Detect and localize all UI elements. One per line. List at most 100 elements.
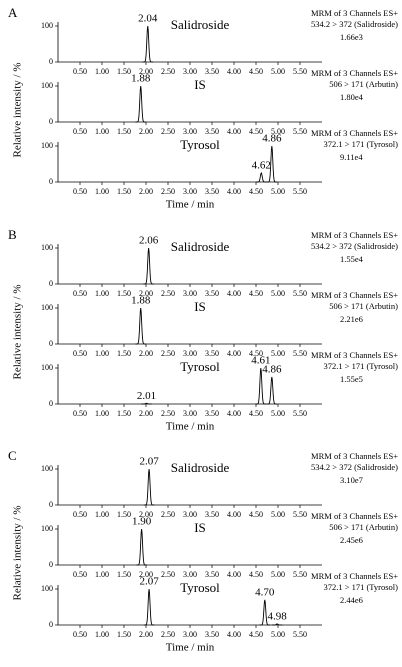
x-tick-label: 0.50	[73, 289, 87, 298]
x-tick-label: 2.50	[161, 67, 175, 76]
y-tick-label: 100	[41, 464, 53, 473]
x-tick-label: 4.50	[249, 570, 263, 579]
peak	[143, 588, 155, 626]
peak	[256, 171, 267, 183]
x-tick-label: 1.50	[117, 127, 131, 136]
x-tick-label: 1.00	[95, 630, 109, 639]
channel-info: MRM of 3 Channels ES+	[311, 451, 398, 461]
x-tick-label: 5.00	[271, 127, 285, 136]
x-tick-label: 1.00	[95, 127, 109, 136]
x-tick-label: 4.00	[227, 409, 241, 418]
channel-info: MRM of 3 Channels ES+	[311, 68, 398, 78]
x-tick-label: 1.00	[95, 510, 109, 519]
trace-name: IS	[194, 299, 206, 314]
x-tick-label: 0.50	[73, 349, 87, 358]
y-tick-label: 0	[49, 279, 53, 288]
x-tick-label: 0.50	[73, 409, 87, 418]
channel-info: 1.55e4	[340, 254, 364, 264]
channel-info: MRM of 3 Channels ES+	[311, 290, 398, 300]
trace-name: Salidroside	[171, 17, 230, 32]
x-tick-label: 3.00	[183, 187, 197, 196]
x-tick-label: 3.50	[205, 510, 219, 519]
panel-label: B	[8, 227, 17, 242]
x-tick-label: 2.50	[161, 127, 175, 136]
x-tick-label: 5.00	[271, 349, 285, 358]
x-tick-label: 3.00	[183, 67, 197, 76]
channel-info: 506 > 171 (Arbutin)	[329, 522, 398, 532]
peak-label: 2.07	[139, 576, 159, 588]
x-tick-label: 2.00	[139, 349, 153, 358]
x-tick-label: 4.50	[249, 289, 263, 298]
channel-info: 534.2 > 372 (Salidroside)	[311, 19, 398, 29]
y-tick-label: 0	[49, 620, 53, 629]
x-tick-label: 3.50	[205, 570, 219, 579]
x-tick-label: 4.50	[249, 67, 263, 76]
x-tick-label: 4.00	[227, 289, 241, 298]
x-tick-label: 4.50	[249, 630, 263, 639]
x-axis-label: Time / min	[166, 421, 215, 433]
peak	[135, 85, 146, 123]
y-tick-label: 100	[41, 21, 53, 30]
x-tick-label: 3.50	[205, 67, 219, 76]
peak	[255, 367, 267, 405]
x-tick-label: 4.50	[249, 349, 263, 358]
peak-label: 2.01	[137, 390, 156, 402]
channel-info: 534.2 > 372 (Salidroside)	[311, 241, 398, 251]
peak	[266, 145, 278, 183]
x-tick-label: 5.00	[271, 67, 285, 76]
x-tick-label: 4.00	[227, 127, 241, 136]
peak-label: 1.88	[131, 295, 151, 307]
x-tick-label: 2.50	[161, 510, 175, 519]
x-tick-label: 1.00	[95, 409, 109, 418]
peak-label: 2.06	[139, 235, 159, 247]
x-tick-label: 3.50	[205, 349, 219, 358]
channel-info: 372.1 > 171 (Tyrosol)	[323, 139, 398, 149]
x-tick-label: 3.50	[205, 289, 219, 298]
peak-label: 4.86	[262, 133, 282, 145]
x-tick-label: 3.50	[205, 127, 219, 136]
channel-info: MRM of 3 Channels ES+	[311, 8, 398, 18]
x-tick-label: 1.00	[95, 570, 109, 579]
x-tick-label: 5.00	[271, 409, 285, 418]
y-tick-label: 0	[49, 560, 53, 569]
x-tick-label: 3.50	[205, 409, 219, 418]
peak-label: 4.86	[262, 364, 282, 376]
x-tick-label: 1.50	[117, 67, 131, 76]
peak	[271, 623, 283, 626]
panel-label: A	[8, 5, 18, 20]
x-tick-label: 3.00	[183, 349, 197, 358]
x-tick-label: 2.00	[139, 67, 153, 76]
x-tick-label: 2.50	[161, 349, 175, 358]
channel-info: 1.80e4	[340, 92, 364, 102]
trace-name: Salidroside	[171, 239, 230, 254]
x-tick-label: 5.50	[293, 187, 307, 196]
y-tick-label: 0	[49, 177, 53, 186]
x-tick-label: 1.50	[117, 349, 131, 358]
y-tick-label: 0	[49, 399, 53, 408]
peak-label: 4.70	[255, 586, 275, 598]
peak-label: 2.04	[138, 13, 158, 25]
x-tick-label: 4.50	[249, 409, 263, 418]
peak	[136, 528, 147, 566]
peak	[141, 402, 152, 405]
x-tick-label: 3.50	[205, 187, 219, 196]
channel-info: 2.21e6	[340, 314, 363, 324]
x-tick-label: 4.50	[249, 127, 263, 136]
peak-label: 4.61	[251, 355, 270, 367]
x-tick-label: 3.00	[183, 289, 197, 298]
y-tick-label: 100	[41, 363, 53, 372]
trace-name: Tyrosol	[180, 580, 220, 595]
trace-name: Salidroside	[171, 460, 230, 475]
channel-info: 506 > 171 (Arbutin)	[329, 301, 398, 311]
peak-label: 4.98	[267, 610, 287, 622]
x-tick-label: 1.00	[95, 289, 109, 298]
x-tick-label: 2.50	[161, 409, 175, 418]
y-tick-label: 100	[41, 81, 53, 90]
x-tick-label: 4.50	[249, 187, 263, 196]
x-axis-label: Time / min	[166, 199, 215, 211]
x-tick-label: 0.50	[73, 570, 87, 579]
y-tick-label: 100	[41, 524, 53, 533]
x-tick-label: 2.50	[161, 289, 175, 298]
peak-label: 1.90	[132, 516, 152, 528]
